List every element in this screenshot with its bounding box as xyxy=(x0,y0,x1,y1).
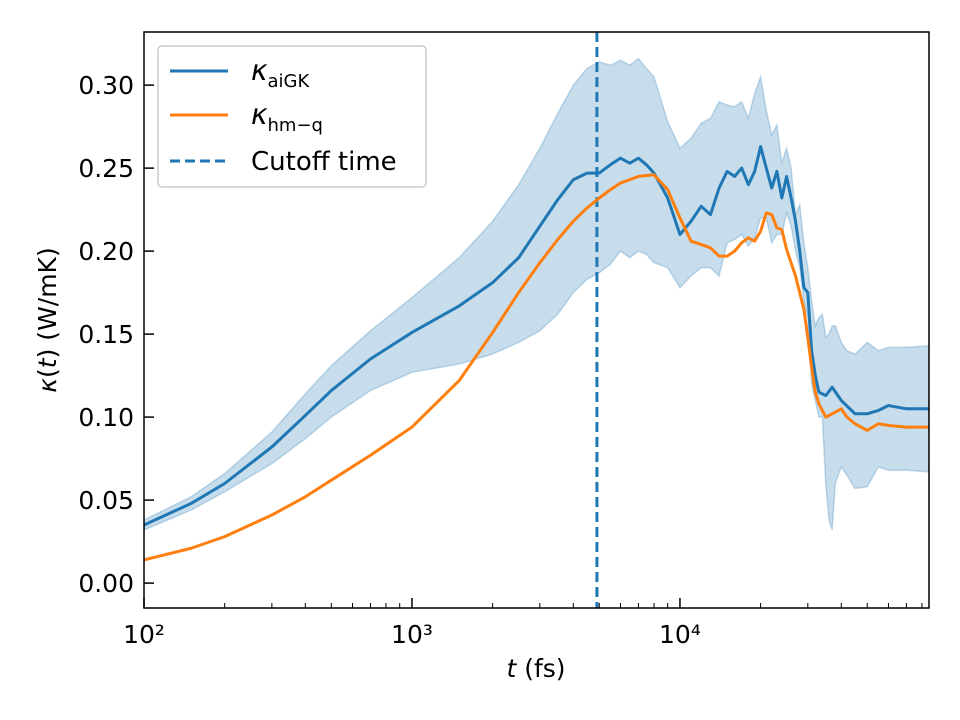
x-tick-label: 10² xyxy=(123,620,165,649)
x-axis-label: t (fs) xyxy=(506,654,565,683)
y-tick-label: 0.20 xyxy=(78,237,134,266)
y-axis: 0.00 0.05 0.10 0.15 0.20 0.25 0.30 xyxy=(78,71,154,598)
legend-entry-hmq: κhm−q xyxy=(251,98,323,136)
y-tick-label: 0.00 xyxy=(78,569,134,598)
series-line-hmq xyxy=(144,173,929,562)
x-tick-label: 10³ xyxy=(391,620,433,649)
y-tick-label: 0.15 xyxy=(78,320,134,349)
legend-entry-cutoff: Cutoff time xyxy=(251,147,397,177)
plot-area xyxy=(144,32,929,608)
y-tick-label: 0.05 xyxy=(78,486,134,515)
legend-box xyxy=(157,45,427,188)
series-line-aigk xyxy=(144,145,929,527)
x-tick-label: 10⁴ xyxy=(659,620,701,649)
legend-entry-aigk: κaiGK xyxy=(251,54,310,92)
y-axis-label: κ(t) (W/mK) xyxy=(33,247,62,392)
y-tick-label: 0.10 xyxy=(78,403,134,432)
y-tick-label: 0.30 xyxy=(78,71,134,100)
plot-frame xyxy=(143,31,930,609)
y-tick-label: 0.25 xyxy=(78,154,134,183)
x-axis: 10² 10³ 10⁴ xyxy=(123,598,923,649)
legend: κaiGK κhm−q Cutoff time xyxy=(157,45,427,188)
